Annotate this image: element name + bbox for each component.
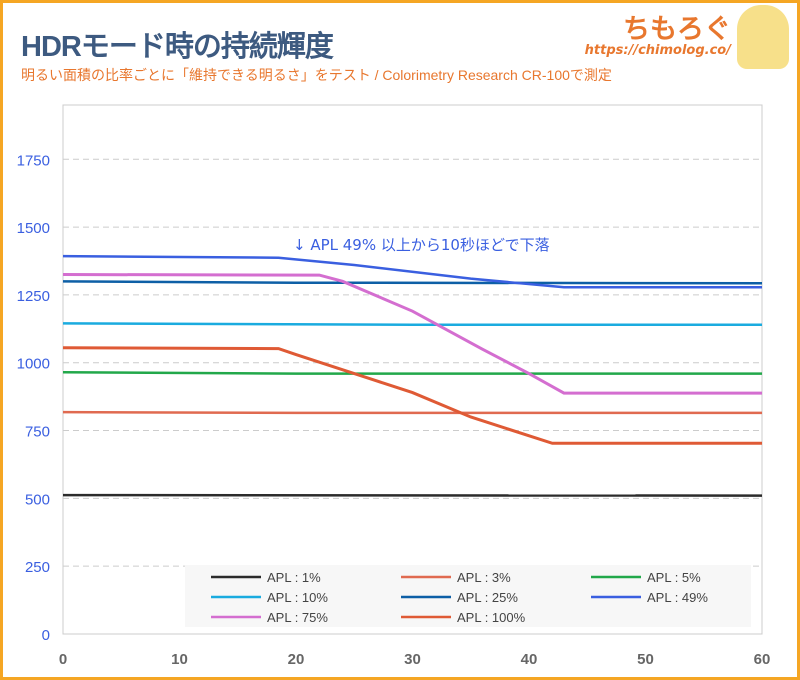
x-tick-label: 50	[637, 651, 654, 668]
y-tick-label: 0	[42, 627, 50, 644]
legend-label: APL : 1%	[267, 570, 321, 585]
logo-text: ちもろぐ	[623, 14, 731, 45]
series-line	[62, 254, 762, 289]
x-tick-label: 0	[59, 651, 67, 668]
y-tick-label: 750	[25, 424, 50, 441]
legend-label: APL : 25%	[457, 590, 518, 605]
x-tick-label: 40	[521, 651, 538, 668]
legend-label: APL : 10%	[267, 590, 328, 605]
y-tick-label: 1000	[17, 356, 50, 373]
legend	[185, 565, 751, 627]
y-tick-label: 250	[25, 559, 50, 576]
legend-label: APL : 100%	[457, 610, 526, 625]
site-logo: ちもろぐ https://chimolog.co/	[561, 3, 791, 73]
chart-title: HDRモード時の持続輝度	[21, 31, 334, 63]
x-tick-label: 60	[754, 651, 771, 668]
legend-label: APL : 75%	[267, 610, 328, 625]
legend-label: APL : 49%	[647, 590, 708, 605]
x-tick-label: 20	[288, 651, 305, 668]
y-tick-label: 1750	[17, 152, 50, 169]
series-line	[62, 280, 763, 285]
line-chart: 0 250 500 750 1000 1250 1500 1750 0 10 20 30 40 50 60 ↓…	[17, 104, 771, 668]
x-tick-label: 30	[404, 651, 421, 668]
x-tick-label: 10	[171, 651, 188, 668]
series-line	[62, 273, 762, 395]
series-line	[62, 493, 763, 497]
chart-subtitle: 明るい面積の比率ごとに「維持できる明るさ」をテスト / Colorimetry …	[21, 67, 612, 83]
series-line	[62, 346, 762, 445]
legend-label: APL : 5%	[647, 570, 701, 585]
series-line	[62, 410, 762, 415]
y-tick-label: 1500	[17, 220, 50, 237]
plot-area	[62, 104, 763, 635]
mascot-icon	[737, 5, 789, 69]
y-tick-label: 1250	[17, 288, 50, 305]
y-tick-label: 500	[25, 491, 50, 508]
logo-url: https://chimolog.co/	[584, 43, 731, 58]
annotation: ↓ APL 49% 以上から10秒ほどで下落	[293, 236, 550, 254]
series-line	[62, 370, 762, 375]
series-line	[62, 322, 762, 326]
legend-label: APL : 3%	[457, 570, 511, 585]
